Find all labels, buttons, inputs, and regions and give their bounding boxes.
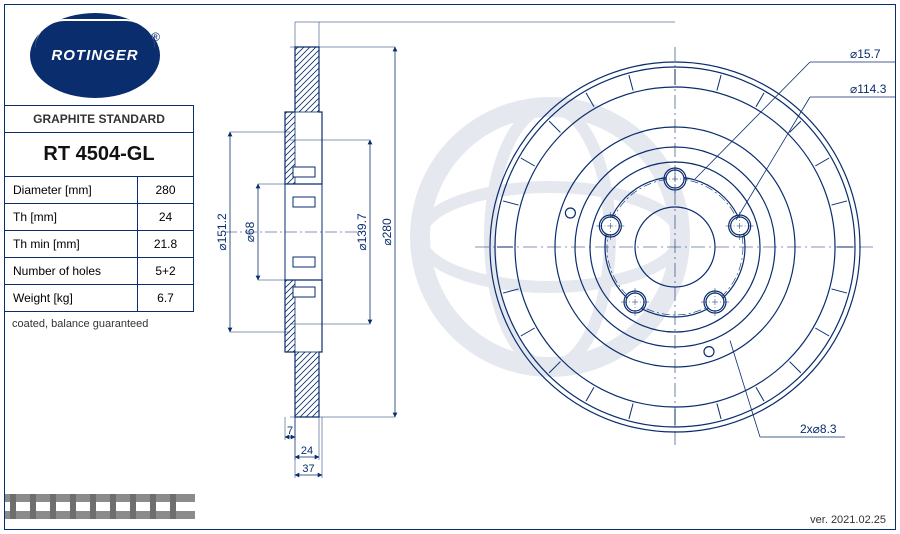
spec-panel: GRAPHITE STANDARD RT 4504-GL Diameter [m… [4, 105, 194, 336]
spec-row: Diameter [mm]280 [4, 177, 194, 204]
spec-value: 280 [138, 177, 193, 203]
spec-label: Diameter [mm] [5, 177, 138, 203]
disc-side-thumbnail [5, 484, 195, 529]
part-number: RT 4504-GL [4, 133, 194, 177]
spec-label: Weight [kg] [5, 285, 138, 311]
spec-row: Th [mm]24 [4, 204, 194, 231]
spec-row: Number of holes5+2 [4, 258, 194, 285]
spec-label: Th min [mm] [5, 231, 138, 257]
spec-note: coated, balance guaranteed [4, 312, 194, 336]
svg-text:⌀114.3: ⌀114.3 [850, 82, 887, 96]
spec-value: 21.8 [138, 231, 193, 257]
svg-text:⌀280: ⌀280 [380, 218, 394, 246]
spec-value: 6.7 [138, 285, 193, 311]
svg-text:37: 37 [302, 463, 314, 475]
svg-text:7: 7 [287, 425, 293, 437]
spec-row: Weight [kg]6.7 [4, 285, 194, 312]
registered-icon: ® [151, 30, 160, 44]
svg-text:⌀15.7: ⌀15.7 [850, 47, 881, 61]
spec-value: 24 [138, 204, 193, 230]
svg-text:24: 24 [301, 445, 313, 457]
svg-text:2x⌀8.3: 2x⌀8.3 [800, 422, 837, 436]
spec-title: GRAPHITE STANDARD [4, 105, 194, 133]
spec-row: Th min [mm]21.8 [4, 231, 194, 258]
technical-drawing: ⌀151.2 ⌀68 ⌀139.7 ⌀280 7 24 37 ⌀15.7 ⌀114.3 2x⌀8.… [200, 5, 895, 509]
brand-logo: ROTINGER ® [10, 10, 180, 100]
svg-text:⌀139.7: ⌀139.7 [355, 213, 369, 251]
spec-label: Th [mm] [5, 204, 138, 230]
version-label: ver. 2021.02.25 [810, 514, 886, 526]
spec-value: 5+2 [138, 258, 193, 284]
svg-text:⌀151.2: ⌀151.2 [215, 213, 229, 251]
svg-text:⌀68: ⌀68 [243, 221, 257, 242]
brand-name: ROTINGER [51, 47, 138, 64]
spec-label: Number of holes [5, 258, 138, 284]
